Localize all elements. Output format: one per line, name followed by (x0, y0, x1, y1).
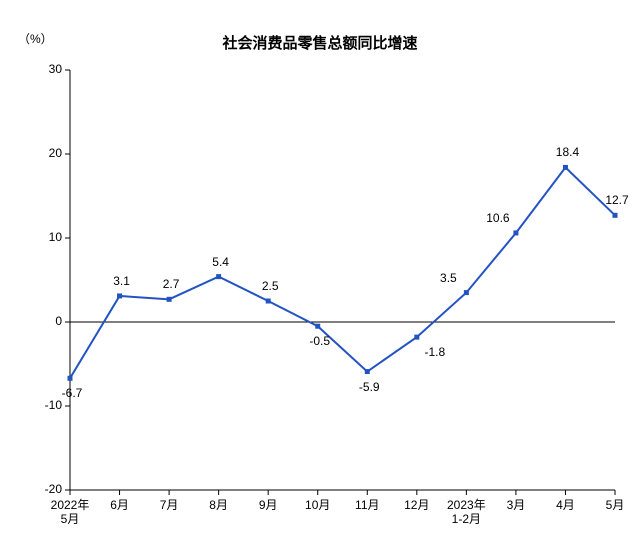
data-label: 12.7 (597, 193, 637, 207)
data-label: 18.4 (547, 145, 587, 159)
x-tick-label: 9月 (240, 498, 296, 512)
data-label: -0.5 (300, 334, 340, 348)
x-tick-label: 10月 (290, 498, 346, 512)
x-tick-label: 2022年5月 (42, 498, 98, 527)
x-tick-label: 3月 (488, 498, 544, 512)
y-tick-label: 20 (22, 146, 62, 160)
y-tick-label: 10 (22, 230, 62, 244)
x-tick-label: 7月 (141, 498, 197, 512)
data-label: -5.9 (349, 380, 389, 394)
data-label: 2.7 (151, 277, 191, 291)
data-label: 2.5 (250, 279, 290, 293)
y-tick-label: 0 (22, 314, 62, 328)
line-chart: 社会消费品零售总额同比增速 （%） -20-1001020302022年5月6月… (0, 0, 640, 553)
x-tick-label: 11月 (339, 498, 395, 512)
data-label: 3.5 (428, 271, 468, 285)
x-tick-label: 12月 (389, 498, 445, 512)
x-tick-label: 6月 (92, 498, 148, 512)
x-tick-label: 8月 (191, 498, 247, 512)
x-tick-label: 5月 (587, 498, 640, 512)
data-label: -6.7 (52, 386, 92, 400)
data-label: 10.6 (478, 211, 518, 225)
data-label: 5.4 (201, 255, 241, 269)
x-tick-label: 2023年1-2月 (438, 498, 494, 527)
x-tick-label: 4月 (537, 498, 593, 512)
y-tick-label: -20 (22, 482, 62, 496)
data-label: 3.1 (102, 274, 142, 288)
chart-svg (0, 0, 640, 553)
data-label: -1.8 (415, 345, 455, 359)
y-tick-label: 30 (22, 62, 62, 76)
